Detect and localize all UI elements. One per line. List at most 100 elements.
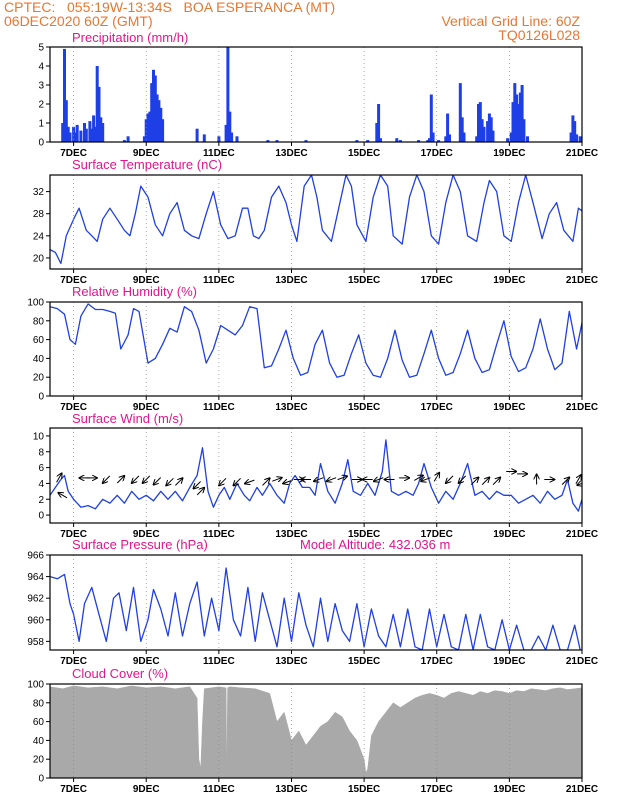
wind-arrow xyxy=(132,475,140,483)
panel-frame xyxy=(49,683,583,779)
precip-bar xyxy=(61,123,65,142)
header-line2-right: Vertical Grid Line: 60Z xyxy=(441,13,580,29)
x-tick-label: 13DEC xyxy=(275,784,307,795)
y-tick-label: 8 xyxy=(38,447,44,458)
wind-arrow xyxy=(116,476,124,484)
y-tick-label: 80 xyxy=(33,316,45,327)
precip-bar xyxy=(395,138,399,142)
panel-frame xyxy=(49,301,583,397)
x-tick-label: 9DEC xyxy=(133,275,160,286)
precip-bar xyxy=(460,117,464,142)
precip-bar xyxy=(226,47,230,142)
series-line xyxy=(50,175,582,265)
x-tick-label: 21DEC xyxy=(566,656,598,667)
precip-bar xyxy=(228,111,232,142)
precip-bar xyxy=(235,136,239,142)
x-tick-label: 17DEC xyxy=(421,529,453,540)
wind-arrow xyxy=(103,475,111,483)
wind-arrow xyxy=(196,488,204,496)
y-tick-label: 60 xyxy=(33,717,45,728)
precip-bar xyxy=(93,126,97,142)
y-tick-label: 0 xyxy=(38,392,44,403)
y-tick-label: 0 xyxy=(38,774,44,785)
precip-bar xyxy=(152,69,155,142)
wind-arrow xyxy=(337,476,347,479)
precip-bar xyxy=(224,124,228,142)
precip-bar xyxy=(99,117,103,142)
precip-bar xyxy=(146,113,150,142)
y-tick-label: 20 xyxy=(33,253,45,264)
precip-bar xyxy=(417,140,421,142)
y-tick-label: 80 xyxy=(33,698,45,709)
precip-bar xyxy=(515,94,519,142)
precip-bar xyxy=(520,85,524,142)
wind-arrow xyxy=(470,478,478,485)
precip-bar xyxy=(122,140,126,142)
x-tick-label: 17DEC xyxy=(421,275,453,286)
y-tick-label: 966 xyxy=(27,551,44,562)
x-tick-label: 19DEC xyxy=(493,148,525,159)
y-tick-label: 100 xyxy=(27,680,44,691)
precip-bar xyxy=(64,100,68,142)
precip-bar xyxy=(573,121,577,142)
precip-bar xyxy=(478,102,482,142)
y-tick-label: 60 xyxy=(33,335,45,346)
y-tick-label: 962 xyxy=(27,594,44,605)
panel-4: Surface Wind (m/s) 7DEC 9DEC 11DEC 13DEC 15DE… xyxy=(33,411,598,540)
wind-arrow xyxy=(374,478,384,482)
wind-arrow xyxy=(575,475,581,485)
precip-bar xyxy=(575,134,579,142)
panel-data xyxy=(50,439,582,512)
panel-title: Precipitation (mm/h) xyxy=(72,30,188,45)
y-tick-label: 40 xyxy=(33,354,45,365)
y-tick-label: 20 xyxy=(33,755,45,766)
precip-bar xyxy=(202,134,206,142)
x-tick-label: 13DEC xyxy=(275,275,307,286)
panel-frame xyxy=(49,427,583,524)
wind-arrow xyxy=(492,478,500,485)
wind-arrow xyxy=(481,478,489,485)
precip-bar xyxy=(79,130,83,142)
precip-bar xyxy=(72,126,76,142)
precip-bar xyxy=(444,136,448,142)
x-tick-label: 15DEC xyxy=(348,656,380,667)
x-tick-label: 9DEC xyxy=(133,656,160,667)
y-tick-label: 1 xyxy=(38,119,44,130)
precip-bar xyxy=(157,100,161,142)
x-tick-label: 19DEC xyxy=(493,275,525,286)
cloud-cover-area xyxy=(50,685,582,778)
wind-arrow xyxy=(175,478,182,486)
precip-bar xyxy=(509,132,513,142)
precip-bar xyxy=(90,128,94,142)
x-tick-label: 13DEC xyxy=(275,656,307,667)
precip-bar xyxy=(155,94,159,142)
precip-bar xyxy=(68,132,72,142)
wind-arrow xyxy=(561,478,569,485)
precip-bar xyxy=(475,136,479,142)
panel-data xyxy=(50,567,581,650)
wind-arrow xyxy=(154,477,162,485)
x-tick-label: 21DEC xyxy=(566,784,598,795)
precip-bar xyxy=(159,107,163,142)
panel-5: Surface Pressure (hPa) Model Altitude: 43… xyxy=(27,537,598,667)
x-tick-label: 11DEC xyxy=(203,529,235,540)
panel-title: Surface Temperature (nC) xyxy=(72,157,222,172)
x-tick-label: 11DEC xyxy=(203,148,235,159)
precip-bar xyxy=(486,121,490,142)
precip-bar xyxy=(275,140,279,142)
y-tick-label: 24 xyxy=(33,231,45,242)
wind-arrow xyxy=(421,478,431,482)
wind-arrow xyxy=(577,482,582,485)
x-tick-label: 15DEC xyxy=(348,402,380,413)
precip-bar xyxy=(513,83,517,142)
wind-arrow xyxy=(314,478,324,482)
precip-bar xyxy=(92,115,96,142)
precip-bar xyxy=(266,140,270,142)
precip-bar xyxy=(66,126,70,142)
x-tick-label: 11DEC xyxy=(203,275,235,286)
precip-bar xyxy=(84,128,88,142)
panel-frame xyxy=(49,554,583,651)
x-tick-label: 21DEC xyxy=(566,148,598,159)
precip-bar xyxy=(578,136,582,142)
